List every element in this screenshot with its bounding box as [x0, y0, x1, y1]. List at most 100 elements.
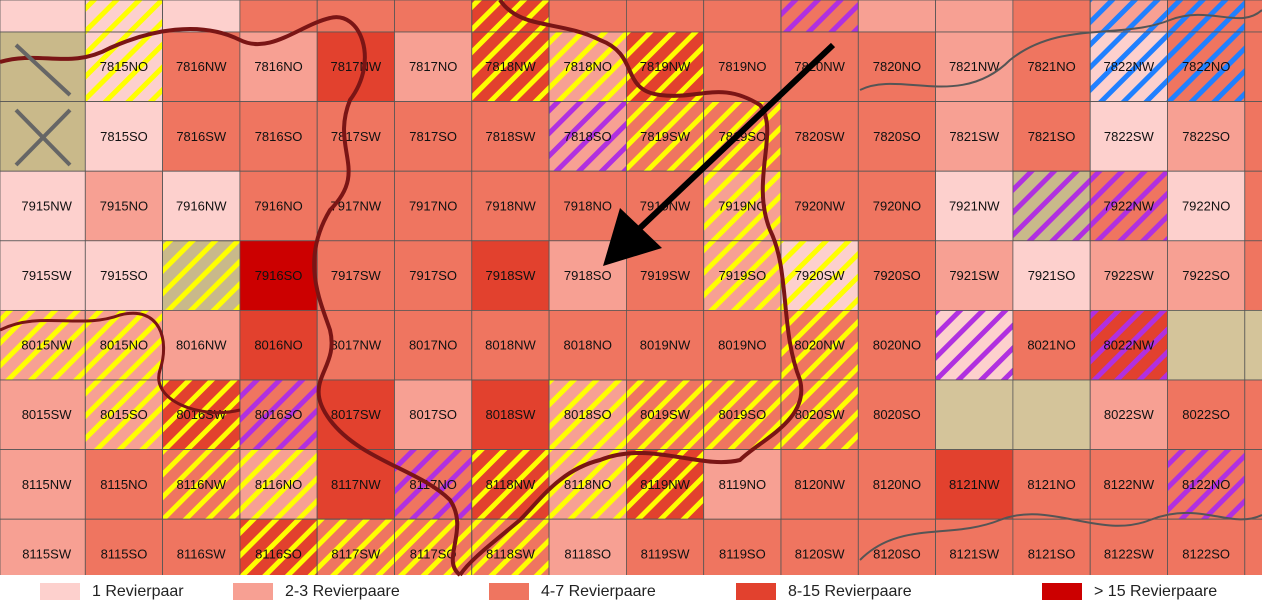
grid-cell	[1168, 310, 1245, 380]
cell-label: 8015SW	[22, 407, 73, 422]
cell-label: 7817SW	[331, 129, 382, 144]
grid-cell	[1245, 32, 1262, 102]
cell-label: 7816NO	[254, 59, 302, 74]
cell-label: 8016SW	[176, 407, 227, 422]
cell-label: 8022SO	[1182, 407, 1230, 422]
legend-swatch	[1042, 583, 1082, 600]
cell-label: 8118SW	[486, 546, 536, 561]
cell-label: 8019NO	[718, 338, 766, 353]
cell-label: 8122NW	[1104, 477, 1155, 492]
cell-label: 7922NO	[1182, 198, 1230, 213]
cell-label: 8120SO	[873, 546, 921, 561]
grid-cell	[936, 0, 1013, 32]
cell-label: 7922NW	[1104, 198, 1155, 213]
map: 7815NO7816NW7816NO7817NW7817NO7818NW7818…	[0, 0, 1262, 606]
legend-label: 1 Revierpaar	[92, 583, 184, 600]
cell-label: 8116NO	[255, 477, 302, 492]
grid-cell	[936, 380, 1013, 450]
cell-label: 7915NW	[21, 198, 72, 213]
cell-hatch	[1013, 171, 1090, 241]
grid-cell	[704, 0, 781, 32]
grid-cell	[1245, 241, 1262, 311]
cell-label: 8017SW	[331, 407, 382, 422]
cell-label: 7818NO	[564, 59, 612, 74]
cell-label: 8118NO	[564, 477, 611, 492]
cell-label: 8016NO	[254, 338, 302, 353]
cell-label: 7919SO	[718, 268, 766, 283]
cell-label: 8017NO	[409, 338, 457, 353]
cell-label: 7816SW	[176, 129, 227, 144]
cell-label: 8118SO	[564, 546, 611, 561]
cell-label: 7918NO	[564, 198, 612, 213]
cell-label: 8019SO	[718, 407, 766, 422]
cell-label: 7917SW	[331, 268, 382, 283]
cell-label: 7920SW	[795, 268, 846, 283]
cell-label: 7919SW	[640, 268, 691, 283]
cell-label: 8021NO	[1027, 338, 1075, 353]
cell-label: 7918SO	[564, 268, 612, 283]
grid-cell	[395, 0, 472, 32]
cell-hatch	[1090, 0, 1167, 32]
cell-label: 8119SW	[641, 546, 691, 561]
cell-label: 7821NO	[1027, 59, 1075, 74]
cell-label: 8018SW	[486, 407, 537, 422]
cell-label: 7822NW	[1104, 59, 1155, 74]
legend-swatch	[489, 583, 529, 600]
cell-label: 8122SO	[1182, 546, 1230, 561]
grid-cell	[1245, 380, 1262, 450]
cell-label: 7815SO	[100, 129, 148, 144]
legend-label: 4-7 Revierpaare	[541, 583, 656, 600]
cell-label: 7917SO	[409, 268, 457, 283]
cell-hatch	[781, 0, 858, 32]
cell-label: 7817SO	[409, 129, 457, 144]
cell-label: 8117SW	[331, 546, 381, 561]
cell-label: 8016NW	[176, 338, 227, 353]
cell-label: 7915SW	[22, 268, 73, 283]
cell-label: 8117NW	[331, 477, 381, 492]
grid-cell	[1245, 102, 1262, 172]
cell-label: 8119NW	[640, 477, 690, 492]
cell-label: 8116NW	[176, 477, 226, 492]
cell-label: 7816NW	[176, 59, 227, 74]
cell-label: 8121SO	[1028, 546, 1076, 561]
cell-label: 7820NO	[873, 59, 921, 74]
cell-label: 7818NW	[485, 59, 536, 74]
cell-label: 8121SW	[949, 546, 1000, 561]
cell-label: 7822SW	[1104, 129, 1155, 144]
legend-swatch	[40, 583, 80, 600]
cell-label: 7916SO	[255, 268, 303, 283]
cell-label: 8115NW	[22, 477, 72, 492]
cell-hatch	[163, 241, 240, 311]
cell-label: 8120NW	[794, 477, 845, 492]
cell-label: 7918SW	[486, 268, 537, 283]
cell-label: 7821SO	[1028, 129, 1076, 144]
grid-cell	[1245, 450, 1262, 520]
cell-label: 8016SO	[255, 407, 303, 422]
cell-label: 8121NW	[949, 477, 1000, 492]
cell-label: 8017NW	[331, 338, 382, 353]
cell-label: 8020NW	[794, 338, 845, 353]
cell-label: 7821SW	[949, 129, 1000, 144]
cell-label: 8015NW	[21, 338, 72, 353]
cell-label: 7817NO	[409, 59, 457, 74]
cell-label: 7918NW	[485, 198, 536, 213]
cell-label: 7922SW	[1104, 268, 1155, 283]
cell-label: 8019SW	[640, 407, 691, 422]
cell-label: 8115SO	[101, 546, 148, 561]
legend-swatch	[736, 583, 776, 600]
cell-label: 8018SO	[564, 407, 612, 422]
cell-label: 8115NO	[100, 477, 147, 492]
legend-label: 8-15 Revierpaare	[788, 583, 912, 600]
cell-label: 7917NO	[409, 198, 457, 213]
cell-label: 8017SO	[409, 407, 457, 422]
grid-cell	[0, 0, 85, 32]
cell-label: 7921SW	[949, 268, 1000, 283]
cell-label: 8022NW	[1104, 338, 1155, 353]
cell-label: 7920NW	[794, 198, 845, 213]
cell-hatch	[472, 0, 549, 32]
cell-label: 7921NW	[949, 198, 1000, 213]
grid-cell	[163, 0, 240, 32]
cell-hatch	[85, 0, 162, 32]
grid-cell	[858, 0, 935, 32]
cell-label: 8022SW	[1104, 407, 1155, 422]
